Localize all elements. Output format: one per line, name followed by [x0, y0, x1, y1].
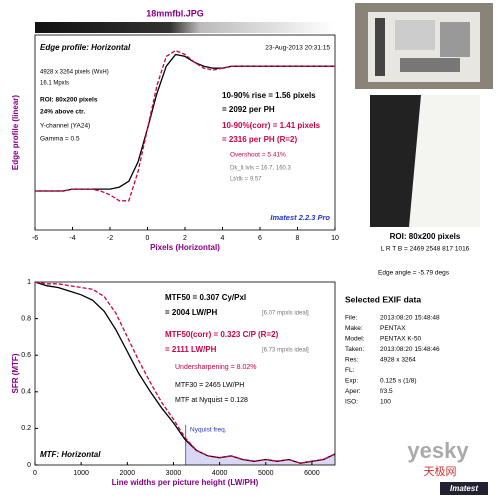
exif-label: Model:: [345, 336, 365, 343]
x-tick-label: 0: [33, 470, 37, 477]
x-axis-label: Pixels (Horizontal): [150, 243, 220, 252]
annotation: [6.73 mpxls ideal]: [262, 348, 309, 354]
y-tick-label: 0: [27, 462, 31, 469]
exif-label: Make:: [345, 325, 363, 332]
exif-label: Taken:: [345, 346, 364, 353]
annotation: Gamma = 0.5: [40, 136, 80, 143]
annotation: Imatest 2.2.3 Pro: [270, 213, 330, 222]
thumbnail: [355, 3, 493, 89]
roi-title: ROI: 80x200 pixels: [390, 232, 461, 241]
exif-label: FL:: [345, 367, 355, 374]
annotation: MTF30 = 2465 LW/PH: [175, 382, 244, 389]
edge-gradient: [35, 22, 335, 33]
exif-value: PENTAX K-50: [380, 336, 421, 343]
y-axis-label: Edge profile (linear): [11, 95, 20, 170]
plot-frame: [34, 281, 336, 466]
annotation: MTF at Nyquist = 0.128: [175, 397, 248, 404]
exif-label: Aper:: [345, 388, 361, 395]
exif-label: Exp:: [345, 378, 358, 385]
watermark-logo: Imatest: [450, 484, 478, 493]
annotation: MTF50 = 0.307 Cy/Pxl: [165, 293, 246, 302]
exif-value: 2013:08:20 15:48:46: [380, 346, 440, 353]
x-tick-label: 0: [146, 235, 150, 242]
x-tick-label: 4: [221, 235, 225, 242]
annotation: 24% above ctr.: [40, 109, 85, 116]
exif-value: 2013:08:20 15:48:48: [380, 315, 440, 322]
roi-crop: [370, 95, 480, 227]
exif-value: f/3.5: [380, 388, 393, 395]
watermark-site: yesky: [407, 438, 469, 463]
watermark-cn: 天极网: [424, 464, 457, 478]
x-tick-label: -4: [69, 235, 75, 242]
annotation: MTF: Horizontal: [40, 450, 101, 459]
annotation: 16.1 Mpxls: [40, 81, 69, 87]
x-tick-label: 4000: [212, 470, 228, 477]
x-tick-label: 8: [296, 235, 300, 242]
y-axis-label: SFR (MTF): [11, 353, 20, 393]
annotation: 10-90%(corr) = 1.41 pixels: [222, 121, 321, 130]
annotation: 23-Aug-2013 20:31:15: [265, 45, 330, 52]
exif-label: ISO:: [345, 399, 358, 406]
exif-value: PENTAX: [380, 325, 406, 332]
annotation: = 2004 LW/PH: [165, 308, 217, 317]
roi-coords: L R T B = 2469 2548 817 1016: [381, 246, 470, 253]
annotation: Undersharpening = 8.02%: [175, 364, 257, 371]
annotation: Nyquist freq.: [190, 427, 227, 434]
annotation: = 2316 per PH (R=2): [222, 135, 297, 144]
exif-label: File:: [345, 315, 357, 322]
x-tick-label: 5000: [258, 470, 274, 477]
logo-bar: [440, 482, 488, 495]
x-tick-label: 6000: [304, 470, 320, 477]
plot-frame: [34, 34, 336, 231]
page-title: 18mmfbl.JPG: [146, 8, 204, 18]
annotation: MTF50(corr) = 0.323 C/P (R=2): [165, 330, 279, 339]
annotation: Overshoot = 5.41%: [230, 152, 286, 159]
annotation: Lt/dk = 9.57: [230, 177, 262, 183]
x-tick-label: 2: [183, 235, 187, 242]
x-tick-label: -6: [32, 235, 38, 242]
y-tick-label: 0.6: [21, 352, 31, 359]
annotation: = 2092 per PH: [222, 105, 275, 114]
exif-value: 4928 x 3264: [380, 357, 416, 364]
annotation: ROI: 80x200 pixels: [40, 97, 98, 104]
x-tick-label: -2: [107, 235, 113, 242]
x-tick-label: 6: [258, 235, 262, 242]
series-line: [34, 281, 336, 464]
x-axis-label: Line widths per picture height (LW/PH): [112, 478, 259, 487]
y-tick-label: 0.2: [21, 425, 31, 432]
annotation: [6.07 mpxls ideal]: [262, 311, 309, 317]
exif-value: 100: [380, 399, 391, 406]
exif-label: Res:: [345, 357, 359, 364]
edge-angle: Edge angle = -5.79 degs: [378, 270, 450, 277]
y-tick-label: 0.8: [21, 315, 31, 322]
annotation: 4928 x 3264 pixels (WxH): [40, 70, 109, 76]
x-tick-label: 2000: [120, 470, 136, 477]
exif-title: Selected EXIF data: [345, 294, 421, 304]
annotation: Dk_lt lvls = 16.7, 160.3: [230, 166, 292, 172]
series-line: [35, 49, 335, 202]
nyquist-region: [185, 437, 335, 465]
y-tick-label: 0.4: [21, 389, 31, 396]
x-tick-label: 1000: [73, 470, 89, 477]
x-tick-label: 3000: [166, 470, 182, 477]
annotation: = 2111 LW/PH: [165, 345, 217, 354]
annotation: 10-90% rise = 1.56 pixels: [222, 91, 316, 100]
annotation: Y-channel (YA24): [40, 123, 90, 130]
x-tick-label: 10: [331, 235, 339, 242]
exif-value: 0.125 s (1/8): [380, 378, 417, 385]
y-tick-label: 1: [27, 279, 31, 286]
annotation: Edge profile: Horizontal: [40, 43, 131, 52]
